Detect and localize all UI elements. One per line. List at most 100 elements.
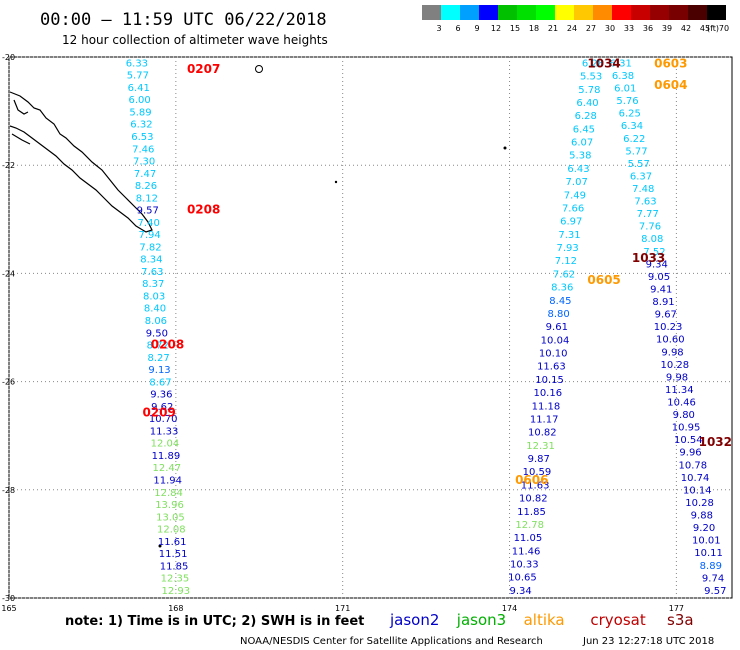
lon-tick-label: 174 [502, 604, 517, 613]
wave-height-value: 12.35 [161, 574, 190, 585]
wave-height-value: 10.78 [678, 460, 707, 471]
lat-tick-label: -26 [2, 378, 15, 387]
wave-height-value: 6.32 [130, 120, 152, 131]
colorbar-label: 6 [455, 24, 460, 33]
wave-height-value: 11.51 [159, 549, 188, 560]
wave-height-value: 5.77 [625, 146, 647, 157]
legend-item-cryosat: cryosat [590, 611, 645, 629]
wave-height-value: 9.20 [693, 523, 715, 534]
wave-height-value: 5.53 [580, 72, 602, 83]
legend-item-altika: altika [524, 611, 565, 629]
colorbar-label: 3 [436, 24, 441, 33]
wave-height-value: 8.12 [136, 193, 158, 204]
wave-height-value: 11.63 [537, 362, 566, 373]
wave-height-value: 12.93 [162, 586, 191, 597]
wave-height-value: 9.96 [679, 448, 701, 459]
colorbar-swatch [555, 5, 574, 20]
colorbar-swatch [669, 5, 688, 20]
wave-height-value: 8.40 [144, 304, 166, 315]
colorbar-label: 15 [510, 24, 520, 33]
wave-height-value: 12.84 [154, 488, 183, 499]
pass-number-label: 0208 [187, 202, 220, 216]
wave-height-value: 12.47 [152, 463, 181, 474]
wave-height-value: 9.57 [137, 206, 159, 217]
wave-height-value: 8.03 [143, 291, 165, 302]
island-dot [503, 146, 507, 150]
wave-height-value: 6.37 [630, 171, 652, 182]
wave-height-value: 5.38 [569, 151, 591, 162]
wave-height-value: 9.34 [510, 586, 532, 597]
colorbar-swatch [498, 5, 517, 20]
longitude-ticks: 165 168 171 174 177 [1, 604, 684, 613]
wave-height-value: 7.47 [134, 169, 156, 180]
legend-item-jason2: jason2 [389, 611, 439, 629]
wave-height-value: 11.89 [152, 451, 181, 462]
colorbar-label: 39 [662, 24, 672, 33]
wave-height-value: 10.95 [672, 423, 701, 434]
wave-height-value: 11.05 [514, 533, 543, 544]
wave-height-value: 7.12 [555, 256, 577, 267]
map-title: 00:00 – 11:59 UTC 06/22/2018 [40, 10, 327, 30]
wave-height-value: 5.89 [129, 107, 151, 118]
wave-height-value: 6.31 [610, 58, 632, 69]
wave-height-value: 11.63 [521, 480, 550, 491]
lat-tick-label: -30 [2, 594, 15, 603]
colorbar-swatch [612, 5, 631, 20]
pass-number-label: 0606 [515, 473, 548, 487]
wave-height-value: 5.57 [628, 159, 650, 170]
latitude-ticks: -20 -22 -24 -26 -28 -30 [2, 53, 15, 603]
wave-height-value: 11.34 [665, 385, 694, 396]
wave-height-value: 6.25 [619, 109, 641, 120]
wave-height-value: 10.70 [149, 414, 178, 425]
wave-height-value: 5.76 [616, 96, 638, 107]
lat-tick-label: -24 [2, 269, 15, 278]
wave-height-value: 7.07 [566, 177, 588, 188]
wave-height-value: 8.27 [148, 353, 170, 364]
lat-tick-label: -28 [2, 486, 15, 495]
colorbar-swatch [574, 5, 593, 20]
wave-height-value: 6.01 [614, 84, 636, 95]
wave-height-value: 6.34 [621, 121, 643, 132]
colorbar-swatch [517, 5, 536, 20]
wave-height-value: 7.63 [141, 267, 163, 278]
wave-height-value: 6.00 [128, 95, 150, 106]
pass-number-label: 0207 [187, 62, 220, 76]
wave-height-value: 9.87 [528, 454, 550, 465]
colorbar-label: 45 [700, 24, 710, 33]
colorbar-swatch [688, 5, 707, 20]
wave-height-value: 7.63 [634, 197, 656, 208]
wave-height-value: 10.28 [685, 498, 714, 509]
wave-height-value: 10.14 [683, 485, 712, 496]
wave-height-value: 11.94 [153, 475, 182, 486]
wave-height-value: 7.46 [132, 144, 154, 155]
colorbar-label: 33 [624, 24, 634, 33]
wave-height-value: 9.13 [148, 365, 170, 376]
colorbar-label: 12 [491, 24, 501, 33]
colorbar-unit: (ft) [707, 24, 719, 33]
wave-height-value: 9.88 [691, 511, 713, 522]
map-grid [8, 56, 732, 599]
colorbar-label: 42 [681, 24, 691, 33]
pass-number-label: 0208 [151, 338, 184, 352]
legend-item-jason3: jason3 [456, 611, 506, 629]
wave-height-value: 10.82 [528, 428, 557, 439]
wave-height-value: 11.18 [532, 401, 561, 412]
island-ring [255, 65, 263, 73]
wave-height-value: 6.22 [623, 134, 645, 145]
pass-number-label: 0604 [654, 78, 687, 92]
colorbar-label: 18 [529, 24, 539, 33]
colorbar-swatch [460, 5, 479, 20]
wave-height-value: 7.49 [564, 190, 586, 201]
wave-height-value: 9.98 [661, 347, 683, 358]
footer-note: note: 1) Time is in UTC; 2) SWH is in fe… [65, 614, 364, 629]
lat-tick-label: -20 [2, 53, 15, 62]
wave-height-value: 10.82 [519, 494, 548, 505]
wave-height-value: 10.28 [660, 360, 689, 371]
wave-height-value: 8.91 [652, 297, 674, 308]
wave-height-value: 10.54 [674, 435, 703, 446]
wave-height-value: 10.10 [539, 349, 568, 360]
wave-height-value: 9.41 [650, 284, 672, 295]
pass-number-label: 0209 [142, 405, 175, 419]
wave-height-value: 6.33 [126, 58, 148, 69]
